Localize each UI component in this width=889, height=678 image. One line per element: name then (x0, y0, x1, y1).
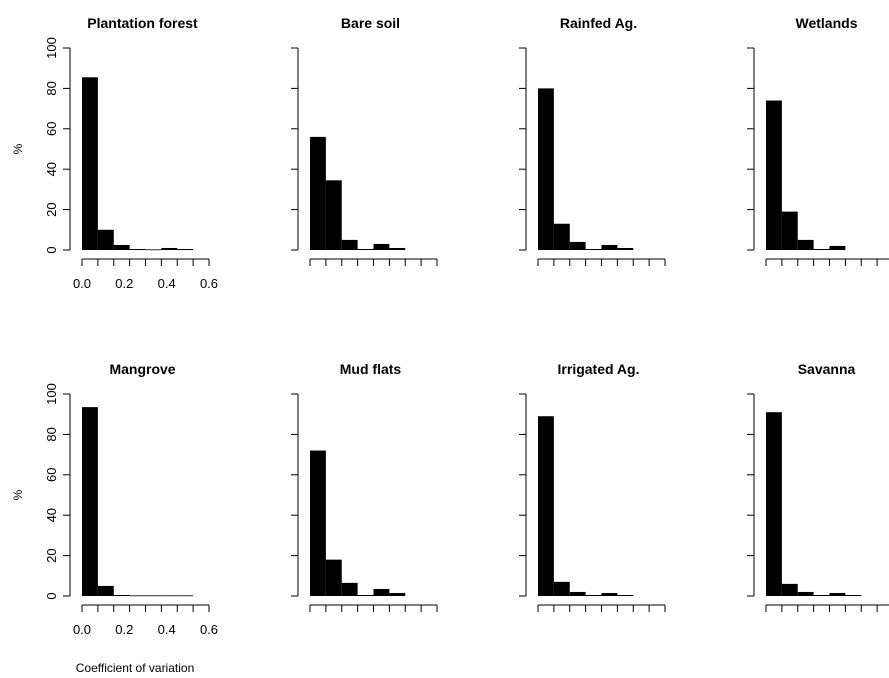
x-axis-label: Coefficient of variation (76, 661, 195, 675)
histogram-bar (373, 588, 390, 596)
x-tick-label: 0.6 (200, 622, 218, 637)
y-tick-label: 60 (44, 468, 59, 482)
panel-title: Mangrove (109, 361, 175, 377)
histogram-bar (389, 247, 406, 250)
histogram-bar (569, 241, 586, 250)
histogram-bar (781, 211, 798, 250)
x-tick-label: 0.2 (115, 622, 133, 637)
histogram-bar (538, 88, 554, 251)
histogram-bar (797, 239, 814, 250)
x-tick-label: 0.4 (158, 276, 176, 291)
histogram-bar (373, 243, 390, 250)
histogram-bar (357, 594, 374, 596)
histogram-bar (310, 450, 326, 596)
histogram-bar (177, 248, 194, 250)
histogram-bar (617, 594, 634, 596)
histogram-panel: Wetlands (747, 15, 889, 266)
y-tick-label: 60 (44, 122, 59, 136)
y-axis-label-bottom: % (11, 489, 25, 500)
histogram-bar (129, 248, 146, 250)
histogram-bar (813, 248, 830, 250)
y-tick-label: 0 (44, 246, 59, 253)
histogram-panel: Irrigated Ag. (519, 361, 666, 612)
histogram-panel: Mangrove 0 20 40 60 80 100 0.0 0.2 0.4 0.6 (44, 361, 218, 637)
y-tick-label: 20 (44, 202, 59, 216)
histogram-bar (82, 77, 98, 250)
histogram-bar (845, 594, 862, 596)
x-tick-label: 0.2 (115, 276, 133, 291)
panel-title: Bare soil (341, 15, 400, 31)
histogram-bar (325, 180, 342, 250)
histogram-panel: Savanna (747, 361, 889, 612)
histogram-bar (341, 239, 358, 250)
histogram-bar (617, 247, 634, 250)
histogram-bar (601, 592, 618, 596)
panel-title: Plantation forest (87, 15, 198, 31)
panel-title: Rainfed Ag. (560, 15, 637, 31)
histogram-bar (145, 595, 162, 597)
histogram-bar (82, 407, 98, 596)
y-tick-label: 80 (44, 81, 59, 95)
panel-title: Wetlands (796, 15, 858, 31)
histogram-panel: Bare soil (291, 15, 438, 266)
panel-title: Savanna (798, 361, 856, 377)
histogram-bar (177, 595, 194, 597)
panel-title: Mud flats (340, 361, 402, 377)
histogram-bar (781, 583, 798, 596)
histogram-bar (829, 592, 846, 596)
y-tick-label: 20 (44, 548, 59, 562)
histogram-bar (161, 247, 178, 250)
y-axis-label-top: % (11, 143, 25, 154)
histogram-panel: Plantation forest 0 20 40 60 80 100 0.0 0.2 0.4 0.… (44, 15, 218, 291)
histogram-bar (357, 248, 374, 250)
histogram-bar (129, 595, 146, 597)
histogram-bar (325, 559, 342, 596)
histogram-bar (585, 248, 602, 250)
y-tick-label: 40 (44, 162, 59, 176)
histogram-bar (553, 581, 570, 596)
x-tick-label: 0.0 (73, 276, 91, 291)
histogram-bar (113, 594, 130, 596)
histogram-bar (389, 592, 406, 596)
x-tick-label: 0.0 (73, 622, 91, 637)
histogram-bar (341, 582, 358, 596)
histogram-bar (553, 223, 570, 250)
y-tick-label: 100 (44, 37, 59, 59)
histogram-bar (569, 591, 586, 596)
y-tick-label: 80 (44, 427, 59, 441)
histogram-panel: Rainfed Ag. (519, 15, 666, 266)
histogram-bar (310, 136, 326, 250)
histogram-bar (829, 245, 846, 250)
histogram-bar (813, 594, 830, 596)
histogram-panel: Mud flats (291, 361, 438, 612)
y-tick-label: 100 (44, 383, 59, 405)
y-tick-label: 0 (44, 592, 59, 599)
histogram-bar (145, 249, 162, 251)
histogram-bar (113, 244, 130, 250)
histogram-bar (97, 229, 114, 250)
histogram-bar (161, 595, 178, 597)
histogram-bar (797, 591, 814, 596)
histogram-bar (97, 585, 114, 596)
histogram-bar (538, 416, 554, 596)
histogram-bar (585, 594, 602, 596)
histogram-bar (766, 412, 782, 596)
histogram-bar (766, 100, 782, 251)
y-tick-label: 40 (44, 508, 59, 522)
histogram-bar (601, 244, 618, 250)
x-tick-label: 0.4 (158, 622, 176, 637)
panel-title: Irrigated Ag. (558, 361, 640, 377)
x-tick-label: 0.6 (200, 276, 218, 291)
